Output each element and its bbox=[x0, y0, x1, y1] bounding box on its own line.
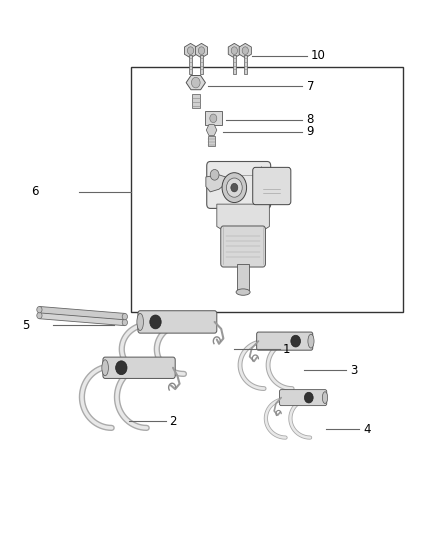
Text: 10: 10 bbox=[311, 50, 326, 62]
Circle shape bbox=[150, 315, 161, 329]
Circle shape bbox=[304, 392, 313, 403]
Circle shape bbox=[222, 173, 247, 203]
Text: 1: 1 bbox=[283, 343, 290, 356]
FancyBboxPatch shape bbox=[103, 357, 175, 378]
Circle shape bbox=[191, 77, 200, 88]
FancyBboxPatch shape bbox=[205, 111, 222, 125]
Polygon shape bbox=[184, 43, 197, 58]
Polygon shape bbox=[195, 43, 208, 58]
FancyBboxPatch shape bbox=[221, 226, 265, 267]
Polygon shape bbox=[39, 306, 125, 320]
Ellipse shape bbox=[236, 289, 250, 295]
Ellipse shape bbox=[102, 360, 108, 376]
Circle shape bbox=[210, 169, 219, 180]
Polygon shape bbox=[217, 204, 269, 232]
Bar bbox=[233, 55, 236, 74]
Ellipse shape bbox=[137, 313, 143, 330]
Polygon shape bbox=[186, 76, 205, 90]
Bar bbox=[244, 55, 247, 74]
Polygon shape bbox=[228, 43, 240, 58]
Circle shape bbox=[242, 47, 248, 54]
Circle shape bbox=[226, 178, 242, 197]
Bar bbox=[131, 67, 403, 312]
Circle shape bbox=[198, 47, 205, 54]
FancyBboxPatch shape bbox=[253, 167, 291, 205]
Polygon shape bbox=[206, 125, 217, 135]
Text: 5: 5 bbox=[22, 319, 29, 332]
Bar bbox=[208, 136, 215, 146]
Polygon shape bbox=[39, 312, 125, 326]
Ellipse shape bbox=[37, 312, 42, 319]
Bar bbox=[192, 94, 200, 108]
Ellipse shape bbox=[308, 334, 314, 348]
Circle shape bbox=[231, 47, 237, 54]
Ellipse shape bbox=[322, 392, 328, 403]
Circle shape bbox=[210, 114, 217, 123]
Circle shape bbox=[116, 361, 127, 375]
FancyBboxPatch shape bbox=[279, 390, 327, 406]
Text: 8: 8 bbox=[307, 114, 314, 126]
Circle shape bbox=[231, 183, 238, 192]
Bar bbox=[237, 264, 249, 290]
Text: 4: 4 bbox=[364, 423, 371, 435]
Text: 7: 7 bbox=[307, 80, 314, 93]
Ellipse shape bbox=[122, 319, 127, 326]
Text: 2: 2 bbox=[169, 415, 176, 427]
Ellipse shape bbox=[122, 313, 127, 320]
Polygon shape bbox=[239, 43, 251, 58]
Circle shape bbox=[291, 335, 300, 347]
Bar bbox=[189, 55, 192, 74]
Text: 6: 6 bbox=[31, 185, 38, 198]
FancyBboxPatch shape bbox=[207, 161, 271, 208]
Ellipse shape bbox=[37, 306, 42, 313]
FancyBboxPatch shape bbox=[257, 332, 313, 350]
FancyBboxPatch shape bbox=[138, 311, 217, 333]
Text: 9: 9 bbox=[307, 125, 314, 138]
Text: 3: 3 bbox=[350, 364, 358, 377]
Polygon shape bbox=[206, 175, 226, 192]
Bar bbox=[200, 55, 203, 74]
Circle shape bbox=[187, 47, 194, 54]
